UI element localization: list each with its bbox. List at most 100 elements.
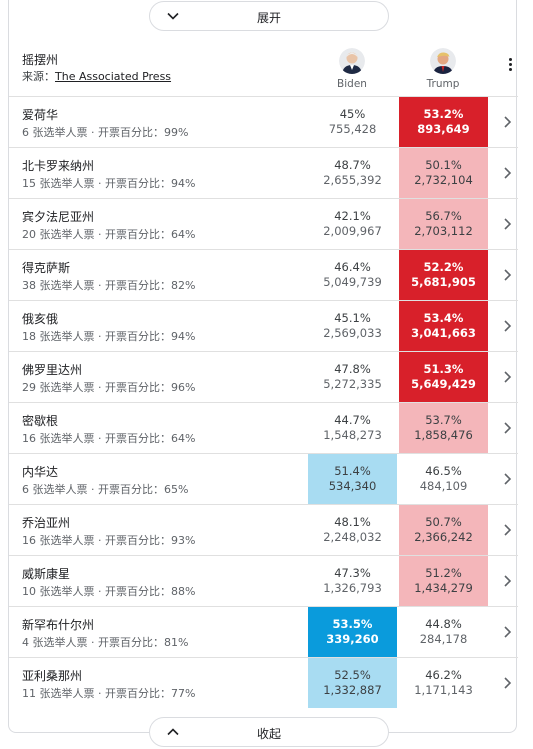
chevron-right-icon[interactable]	[502, 574, 512, 588]
biden-result-cell: 48.7% 2,655,392	[308, 148, 397, 198]
biden-percent: 51.4%	[334, 464, 371, 478]
chevron-right-icon[interactable]	[502, 625, 512, 639]
table-row[interactable]: 乔治亚州 16 张选举人票 · 开票百分比：93% 48.1% 2,248,032 50…	[9, 505, 518, 556]
expand-button[interactable]: 展开	[149, 1, 389, 31]
state-name: 密歇根	[22, 414, 59, 428]
table-row[interactable]: 新罕布什尔州 4 张选举人票 · 开票百分比：81% 53.5% 339,260 44.…	[9, 607, 518, 658]
biden-percent: 53.5%	[332, 617, 373, 631]
collapse-button[interactable]: 收起	[149, 717, 389, 747]
source-link[interactable]: The Associated Press	[55, 70, 172, 83]
table-row[interactable]: 北卡罗来纳州 15 张选举人票 · 开票百分比：94% 48.7% 2,655,392…	[9, 148, 518, 199]
state-details: 38 张选举人票 · 开票百分比：82%	[22, 279, 196, 292]
biden-votes: 2,009,967	[323, 224, 382, 238]
chevron-right-icon[interactable]	[502, 676, 512, 690]
state-name: 新罕布什尔州	[22, 618, 95, 632]
biden-votes: 5,272,335	[323, 377, 382, 391]
table-row[interactable]: 内华达 6 张选举人票 · 开票百分比：65% 51.4% 534,340 46.5% 4…	[9, 454, 518, 505]
trump-votes: 2,366,242	[414, 530, 473, 544]
trump-percent: 51.2%	[425, 566, 462, 580]
biden-result-cell: 44.7% 1,548,273	[308, 403, 397, 453]
card-title: 摇摆州	[22, 53, 59, 67]
table-row[interactable]: 宾夕法尼亚州 20 张选举人票 · 开票百分比：64% 42.1% 2,009,967…	[9, 199, 518, 250]
biden-result-cell: 48.1% 2,248,032	[308, 505, 397, 555]
table-row[interactable]: 佛罗里达州 29 张选举人票 · 开票百分比：96% 47.8% 5,272,335 5…	[9, 352, 518, 403]
biden-result-cell: 42.1% 2,009,967	[308, 199, 397, 249]
table-row[interactable]: 威斯康星 10 张选举人票 · 开票百分比：88% 47.3% 1,326,793 51…	[9, 556, 518, 607]
state-name: 俄亥俄	[22, 312, 59, 326]
trump-percent: 53.2%	[423, 107, 464, 121]
trump-result-cell: 53.2% 893,649	[399, 97, 488, 147]
trump-percent: 44.8%	[425, 617, 462, 631]
table-row[interactable]: 得克萨斯 38 张选举人票 · 开票百分比：82% 46.4% 5,049,739 52…	[9, 250, 518, 301]
source-line: 来源：The Associated Press	[22, 68, 171, 84]
biden-percent: 45.1%	[334, 311, 371, 325]
trump-votes: 2,732,104	[414, 173, 473, 187]
biden-result-cell: 51.4% 534,340	[308, 454, 397, 504]
trump-percent: 56.7%	[425, 209, 462, 223]
candidate-name-biden: Biden	[337, 78, 367, 90]
chevron-right-icon[interactable]	[502, 319, 512, 333]
biden-votes: 339,260	[326, 632, 379, 646]
card-header: 摇摆州 来源：The Associated Press Biden	[9, 40, 518, 97]
chevron-right-icon[interactable]	[502, 523, 512, 537]
state-details: 6 张选举人票 · 开票百分比：99%	[22, 126, 189, 139]
state-name: 北卡罗来纳州	[22, 159, 95, 173]
state-details: 6 张选举人票 · 开票百分比：65%	[22, 483, 189, 496]
chevron-right-icon[interactable]	[502, 472, 512, 486]
trump-votes: 1,171,143	[414, 683, 473, 697]
state-name: 威斯康星	[22, 567, 71, 581]
trump-percent: 50.7%	[425, 515, 462, 529]
state-details: 18 张选举人票 · 开票百分比：94%	[22, 330, 196, 343]
table-row[interactable]: 密歇根 16 张选举人票 · 开票百分比：64% 44.7% 1,548,273 53.…	[9, 403, 518, 454]
source-prefix: 来源：	[22, 70, 55, 83]
trump-votes: 893,649	[417, 122, 470, 136]
trump-result-cell: 52.2% 5,681,905	[399, 250, 488, 300]
biden-percent: 48.1%	[334, 515, 371, 529]
candidate-name-trump: Trump	[426, 78, 460, 90]
chevron-right-icon[interactable]	[502, 217, 512, 231]
more-options-icon[interactable]	[509, 58, 513, 73]
trump-result-cell: 50.1% 2,732,104	[399, 148, 488, 198]
biden-result-cell: 46.4% 5,049,739	[308, 250, 397, 300]
state-details: 11 张选举人票 · 开票百分比：77%	[22, 687, 196, 700]
state-name: 宾夕法尼亚州	[22, 210, 95, 224]
table-row[interactable]: 亚利桑那州 11 张选举人票 · 开票百分比：77% 52.5% 1,332,887 4…	[9, 658, 518, 709]
biden-result-cell: 45% 755,428	[308, 97, 397, 147]
biden-result-cell: 47.3% 1,326,793	[308, 556, 397, 606]
state-name: 佛罗里达州	[22, 363, 83, 377]
biden-result-cell: 47.8% 5,272,335	[308, 352, 397, 402]
trump-votes: 3,041,663	[411, 326, 476, 340]
state-details: 29 张选举人票 · 开票百分比：96%	[22, 381, 196, 394]
trump-votes: 1,858,476	[414, 428, 473, 442]
chevron-right-icon[interactable]	[502, 421, 512, 435]
trump-result-cell: 50.7% 2,366,242	[399, 505, 488, 555]
trump-result-cell: 51.2% 1,434,279	[399, 556, 488, 606]
candidate-trump: Trump	[403, 48, 483, 90]
trump-votes: 2,703,112	[414, 224, 473, 238]
trump-result-cell: 51.3% 5,649,429	[399, 352, 488, 402]
state-details: 20 张选举人票 · 开票百分比：64%	[22, 228, 196, 241]
biden-votes: 1,332,887	[323, 683, 382, 697]
chevron-right-icon[interactable]	[502, 166, 512, 180]
trump-result-cell: 44.8% 284,178	[399, 607, 488, 657]
trump-votes: 5,649,429	[411, 377, 476, 391]
table-row[interactable]: 爱荷华 6 张选举人票 · 开票百分比：99% 45% 755,428 53.2% 893…	[9, 97, 518, 148]
chevron-right-icon[interactable]	[502, 115, 512, 129]
collapse-label: 收起	[256, 727, 281, 741]
table-row[interactable]: 俄亥俄 18 张选举人票 · 开票百分比：94% 45.1% 2,569,033 53.…	[9, 301, 518, 352]
state-details: 4 张选举人票 · 开票百分比：81%	[22, 636, 189, 649]
state-details: 10 张选举人票 · 开票百分比：88%	[22, 585, 196, 598]
trump-avatar	[430, 48, 456, 74]
state-name: 爱荷华	[22, 108, 59, 122]
biden-percent: 45%	[339, 107, 366, 121]
trump-votes: 484,109	[419, 479, 468, 493]
trump-result-cell: 53.7% 1,858,476	[399, 403, 488, 453]
chevron-right-icon[interactable]	[502, 268, 512, 282]
chevron-down-icon	[167, 12, 179, 20]
biden-votes: 2,655,392	[323, 173, 382, 187]
chevron-right-icon[interactable]	[502, 370, 512, 384]
biden-votes: 755,428	[328, 122, 377, 136]
biden-votes: 1,326,793	[323, 581, 382, 595]
state-name: 内华达	[22, 465, 59, 479]
state-name: 乔治亚州	[22, 516, 71, 530]
